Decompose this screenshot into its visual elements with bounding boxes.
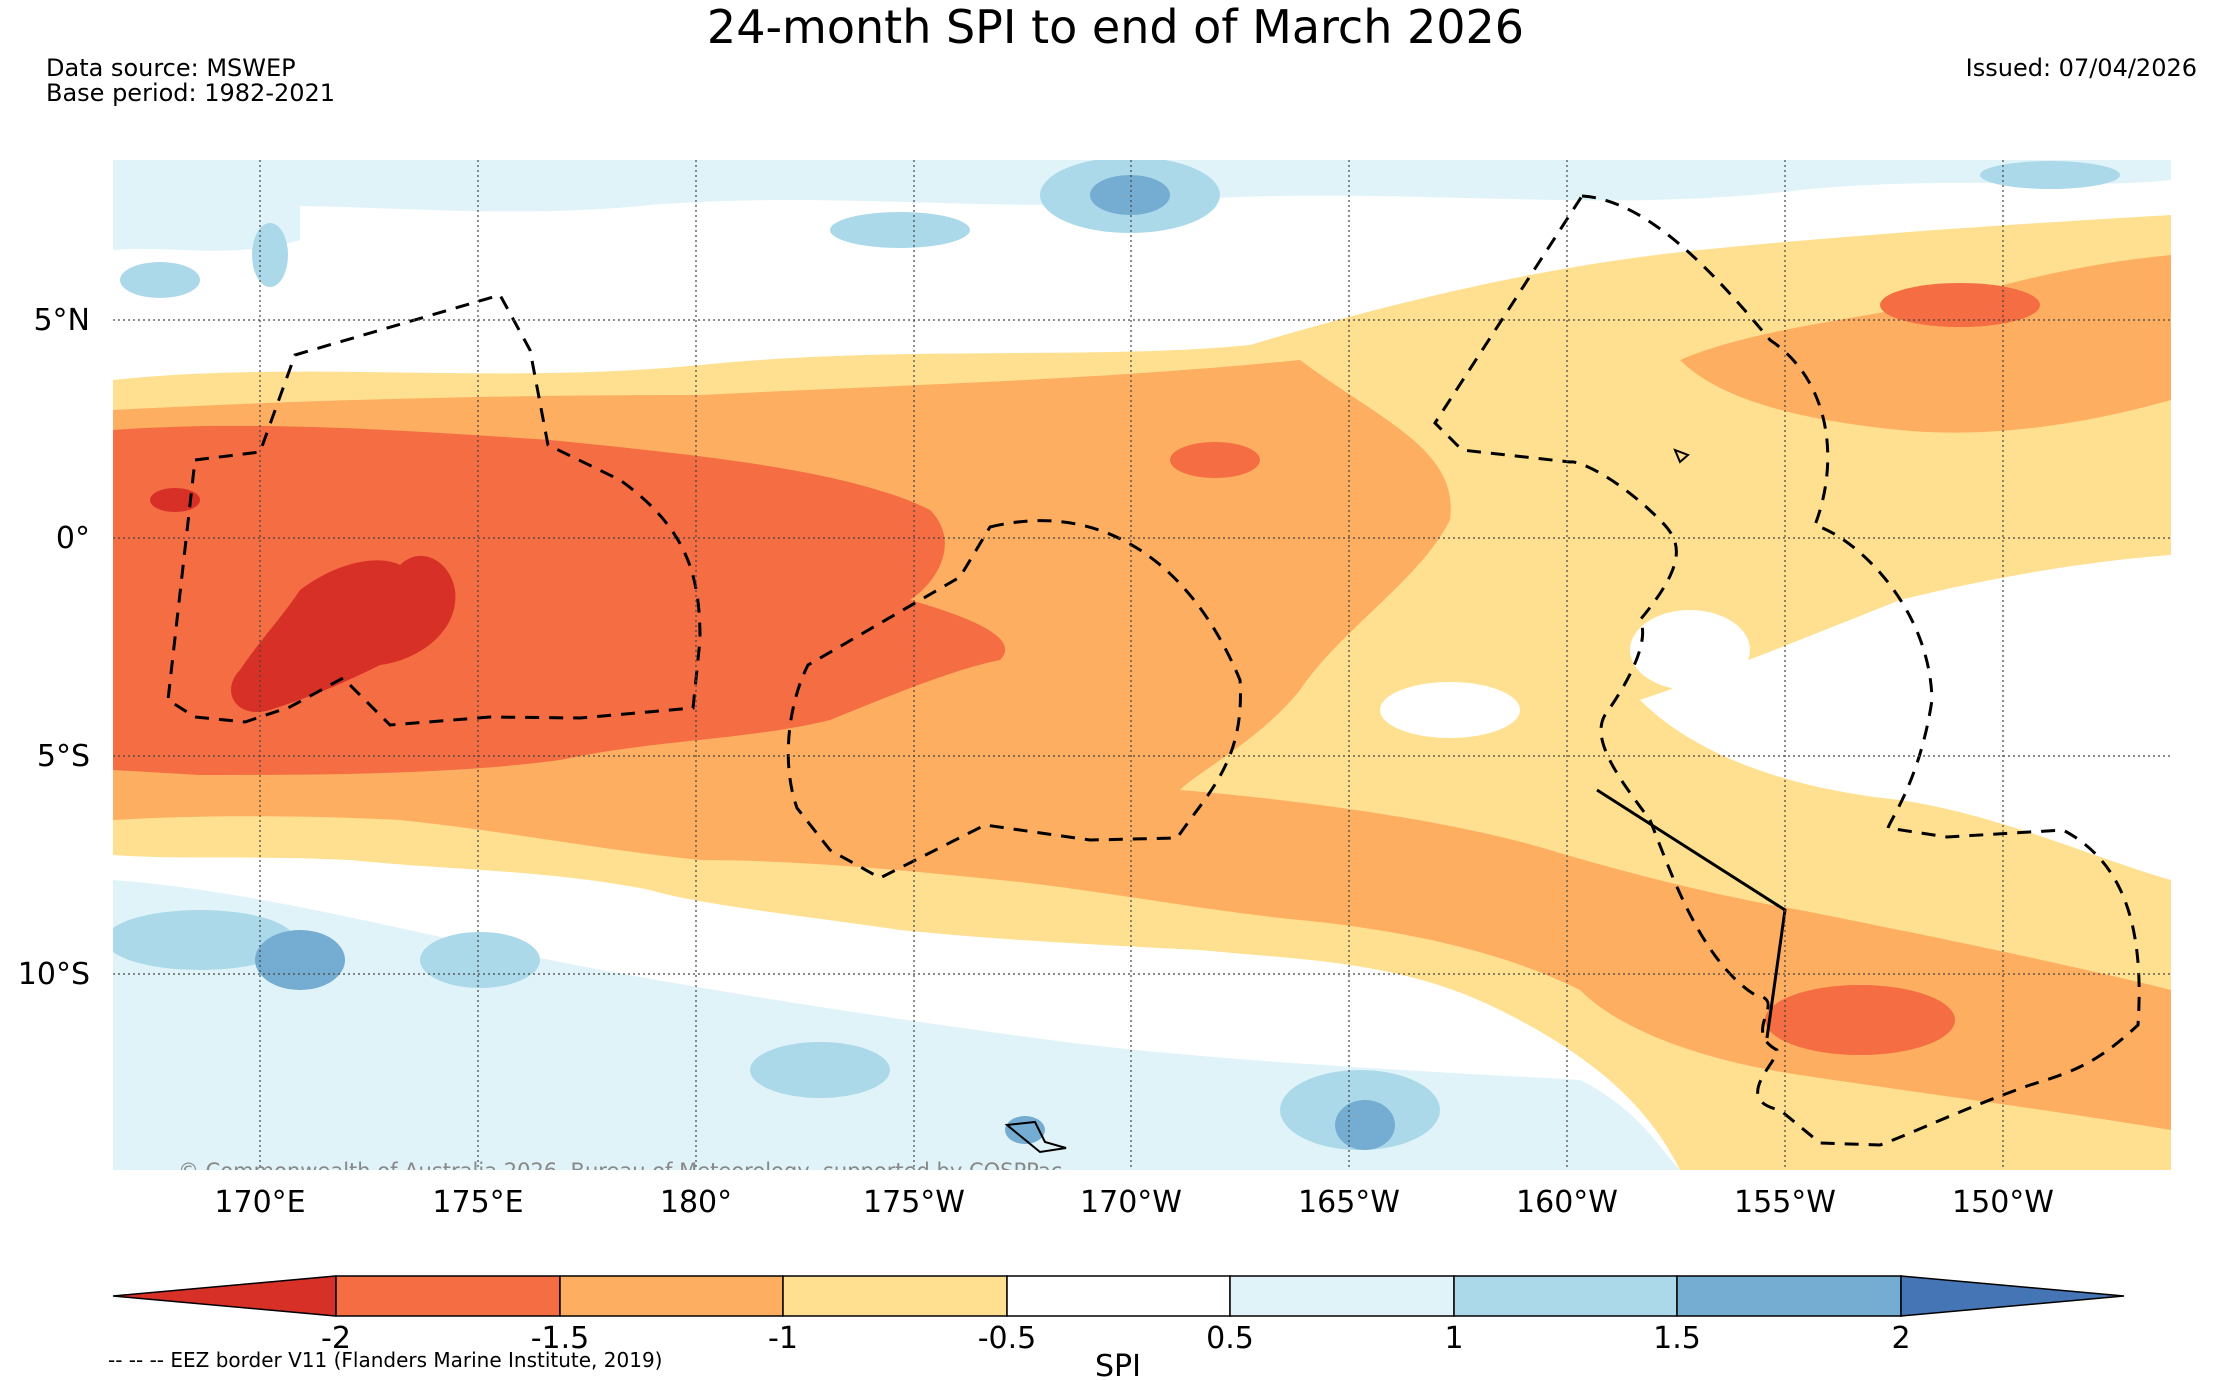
- issued-date-text: Issued: 07/04/2026: [1965, 54, 2197, 82]
- longitude-labels: 170°E 175°E 180° 175°W 170°W 165°W 160°W…: [214, 1185, 2054, 1220]
- lon-label: 170°W: [1080, 1185, 1182, 1220]
- eez-legend-note: -- -- -- EEZ border V11 (Flanders Marine…: [108, 1348, 663, 1372]
- colorbar-bin: [1006, 1275, 1231, 1317]
- colorbar-bin: [335, 1275, 561, 1317]
- spi-map-panel: © Commonwealth of Australia 2026, Bureau…: [113, 160, 2171, 1183]
- latitude-labels: 5°N 0° 5°S 10°S: [18, 303, 90, 992]
- colorbar-tick: -1: [768, 1321, 798, 1356]
- colorbar-extend-high: [1900, 1275, 2125, 1317]
- lat-label: 10°S: [18, 957, 90, 992]
- neutral-pocket: [1380, 682, 1520, 738]
- dry-core-dark-red: [231, 555, 456, 712]
- colorbar-tick: 0.5: [1206, 1321, 1254, 1356]
- lon-label: 165°W: [1298, 1185, 1400, 1220]
- lon-label: 175°W: [863, 1185, 965, 1220]
- eez-borders: [166, 194, 2141, 1147]
- colorbar-bin: [1676, 1275, 1902, 1317]
- colorbar-bin: [559, 1275, 784, 1317]
- colorbar-bin: [782, 1275, 1008, 1317]
- colorbar-bin: [1453, 1275, 1678, 1317]
- colorbar-tick: -2: [321, 1321, 351, 1356]
- colorbar-tick: 1.5: [1653, 1321, 1701, 1356]
- graticule: [113, 160, 2171, 1170]
- lat-label: 5°S: [37, 739, 90, 774]
- colorbar-tick: -1.5: [531, 1321, 590, 1356]
- colorbar-extend-low: [112, 1275, 337, 1317]
- lat-label: 5°N: [33, 303, 90, 338]
- lon-label: 170°E: [214, 1185, 305, 1220]
- spi-colorbar: -2 -1.5 -1 -0.5 0.5 1 1.5 2 SPI: [112, 1275, 2125, 1380]
- lon-label: 160°W: [1516, 1185, 1618, 1220]
- dry-patch-northeast: [1680, 255, 2171, 433]
- colorbar-tick: 2: [1891, 1321, 1910, 1356]
- lon-label: 180°: [660, 1185, 732, 1220]
- lon-label: 150°W: [1952, 1185, 2054, 1220]
- lon-label: 175°E: [432, 1185, 523, 1220]
- lat-label: 0°: [56, 521, 90, 556]
- copyright-notice: © Commonwealth of Australia 2026, Bureau…: [178, 1159, 1062, 1183]
- data-source-text: Data source: MSWEP: [46, 54, 296, 82]
- base-period-text: Base period: 1982-2021: [46, 79, 336, 107]
- colorbar-title: SPI: [1095, 1349, 1141, 1380]
- map-title: 24-month SPI to end of March 2026: [706, 0, 1525, 54]
- lon-label: 155°W: [1734, 1185, 1836, 1220]
- colorbar-tick: 1: [1444, 1321, 1463, 1356]
- colorbar-bin: [1229, 1275, 1455, 1317]
- dry-core-red-orange: [113, 425, 1006, 775]
- colorbar-tick: -0.5: [978, 1321, 1037, 1356]
